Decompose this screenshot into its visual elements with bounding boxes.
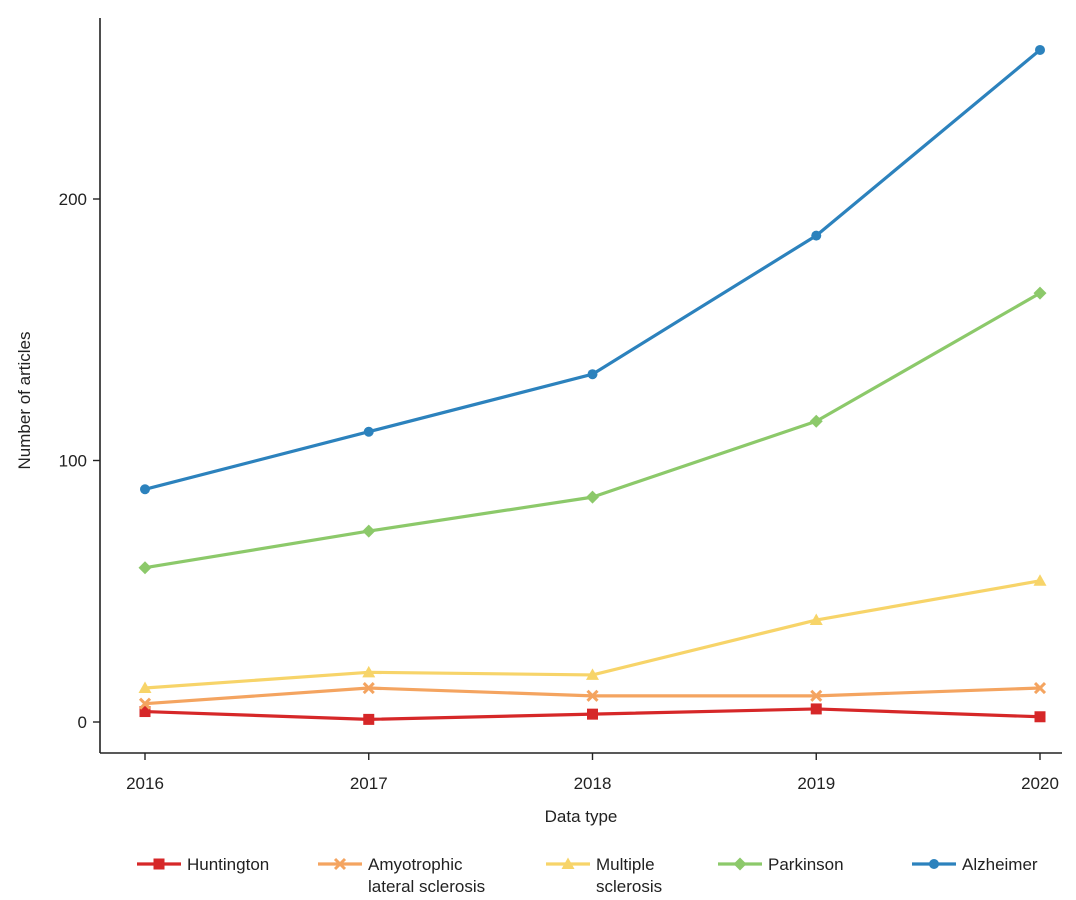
data-point bbox=[138, 681, 152, 694]
x-tick-label: 2018 bbox=[574, 774, 612, 793]
data-point bbox=[809, 613, 823, 626]
data-point bbox=[586, 689, 599, 702]
legend-label-line: Amyotrophic bbox=[368, 855, 463, 874]
series-parkinson bbox=[138, 286, 1047, 575]
series-alzheimer bbox=[140, 44, 1045, 495]
legend-item: Amyotrophic lateral sclerosis bbox=[318, 855, 485, 896]
marker-stroke bbox=[362, 681, 375, 695]
data-point bbox=[138, 697, 152, 710]
data-point bbox=[140, 484, 150, 495]
legend-item: Multiple sclerosis bbox=[546, 855, 662, 896]
x-tick-label: 2016 bbox=[126, 774, 164, 793]
data-point bbox=[1033, 681, 1047, 695]
legend-swatch-marker bbox=[333, 857, 347, 871]
data-point bbox=[810, 689, 823, 702]
legend-item: Alzheimer bbox=[912, 855, 1038, 874]
legend-swatch-marker bbox=[561, 857, 575, 869]
legend-item: Huntington bbox=[137, 855, 269, 874]
legend-label: Parkinson bbox=[768, 855, 844, 874]
data-point bbox=[363, 426, 374, 437]
legend-swatch-marker bbox=[733, 857, 747, 871]
data-point bbox=[1034, 711, 1046, 723]
series-amyotrophic-lateral-sclerosis bbox=[138, 681, 1047, 710]
marker-stroke bbox=[1033, 681, 1047, 695]
data-point bbox=[362, 524, 376, 538]
data-point bbox=[1033, 286, 1047, 300]
legend-swatch-marker bbox=[929, 859, 939, 869]
legend-label: Alzheimer bbox=[962, 855, 1038, 874]
legend: Huntington Amyotrophic lateral sclerosis Mu… bbox=[137, 855, 1038, 896]
axes: 0 100 200 2016 2017 2018 2019 2020 Data type Numb… bbox=[15, 18, 1062, 826]
data-point bbox=[362, 681, 375, 695]
legend-label-line: Multiple bbox=[596, 855, 655, 874]
data-point bbox=[138, 561, 152, 575]
x-tick-label: 2020 bbox=[1021, 774, 1059, 793]
data-point bbox=[810, 703, 822, 715]
legend-label: Huntington bbox=[187, 855, 269, 874]
data-point bbox=[586, 490, 599, 504]
legend-label-line: Huntington bbox=[187, 855, 269, 874]
legend-label: Multiple sclerosis bbox=[596, 855, 662, 896]
marker-stroke bbox=[810, 689, 823, 702]
series-multiple-sclerosis bbox=[138, 574, 1047, 694]
y-tick-label: 200 bbox=[59, 190, 87, 209]
data-point bbox=[586, 668, 599, 680]
x-axis-title: Data type bbox=[545, 807, 618, 826]
legend-item: Parkinson bbox=[718, 855, 844, 874]
marker-stroke bbox=[138, 697, 152, 710]
legend-swatch-marker bbox=[153, 858, 165, 870]
series-line bbox=[144, 48, 1042, 491]
legend-label: Amyotrophic lateral sclerosis bbox=[368, 855, 485, 896]
legend-label-line: Alzheimer bbox=[962, 855, 1038, 874]
data-point bbox=[811, 230, 822, 241]
y-tick-label: 0 bbox=[78, 713, 87, 732]
legend-label-line: Parkinson bbox=[768, 855, 844, 874]
x-tick-label: 2017 bbox=[350, 774, 388, 793]
legend-label-line: sclerosis bbox=[596, 877, 662, 896]
series-line bbox=[144, 291, 1041, 570]
data-point bbox=[587, 708, 598, 720]
data-point bbox=[1033, 574, 1047, 586]
y-tick-label: 100 bbox=[59, 452, 87, 471]
marker-stroke bbox=[333, 857, 347, 871]
y-axis-title: Number of articles bbox=[15, 332, 34, 470]
data-point bbox=[587, 369, 598, 380]
marker-stroke bbox=[586, 689, 599, 702]
data-point bbox=[809, 414, 823, 428]
data-point bbox=[139, 706, 151, 718]
series-layer bbox=[138, 44, 1047, 725]
data-point bbox=[1035, 44, 1045, 55]
series-huntington bbox=[139, 703, 1046, 725]
data-point bbox=[362, 665, 376, 678]
x-tick-label: 2019 bbox=[797, 774, 835, 793]
data-point bbox=[363, 713, 375, 725]
legend-label-line: lateral sclerosis bbox=[368, 877, 485, 896]
